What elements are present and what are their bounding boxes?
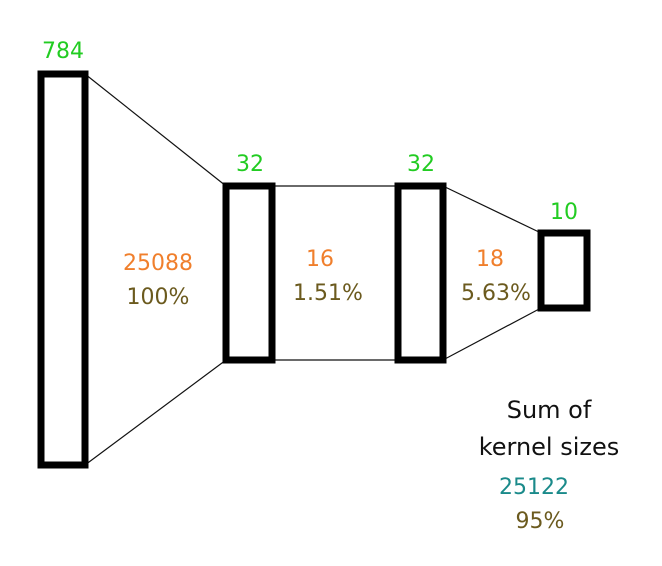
summary-title-line1: Sum of bbox=[507, 396, 592, 424]
layer-box-output bbox=[537, 229, 591, 312]
summary-value: 25122 bbox=[499, 475, 569, 500]
connector-line bbox=[442, 307, 542, 361]
layer-size-label: 32 bbox=[236, 152, 264, 177]
summary-title-line2: kernel sizes bbox=[479, 433, 620, 461]
kernel-size-label: 25088 bbox=[123, 251, 193, 276]
connector-line bbox=[84, 359, 227, 466]
kernel-percent-label: 100% bbox=[127, 285, 190, 310]
kernel-size-label: 18 bbox=[476, 247, 504, 272]
connector-line bbox=[442, 185, 542, 234]
layer-box-input bbox=[37, 70, 89, 469]
connector-line bbox=[84, 73, 227, 187]
kernel-size-label: 16 bbox=[306, 247, 334, 272]
layer-box-hidden-1 bbox=[222, 182, 276, 364]
layer-size-label: 32 bbox=[407, 152, 435, 177]
kernel-percent-label: 1.51% bbox=[293, 281, 363, 306]
layer-box-hidden-2 bbox=[394, 182, 447, 364]
layer-size-label: 10 bbox=[550, 200, 578, 225]
kernel-percent-label: 5.63% bbox=[461, 281, 531, 306]
summary-percent: 95% bbox=[516, 509, 565, 534]
layer-size-label: 784 bbox=[42, 39, 84, 64]
